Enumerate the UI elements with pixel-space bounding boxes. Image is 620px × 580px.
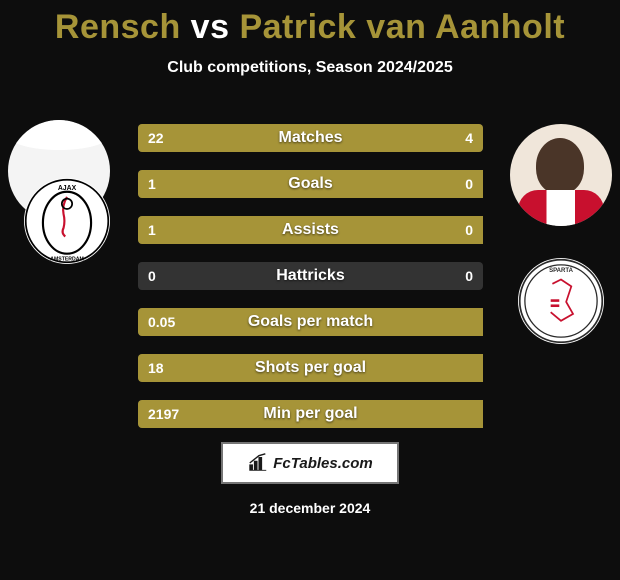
stat-label: Matches — [138, 124, 483, 152]
logo-text: FcTables.com — [273, 455, 372, 472]
comparison-title: Rensch vs Patrick van Aanholt — [0, 0, 620, 47]
stat-row: 2197Min per goal — [138, 400, 483, 428]
chart-icon — [247, 452, 269, 474]
player2-photo — [510, 124, 612, 226]
stat-row: 18Shots per goal — [138, 354, 483, 382]
stat-label: Goals — [138, 170, 483, 198]
player1-name: Rensch — [55, 8, 181, 46]
fctables-logo: FcTables.com — [221, 442, 399, 484]
stat-label: Shots per goal — [138, 354, 483, 382]
stat-label: Assists — [138, 216, 483, 244]
vs-text: vs — [181, 8, 240, 46]
player1-club-badge: AJAX AMSTERDAM — [24, 178, 110, 264]
stat-row: 224Matches — [138, 124, 483, 152]
svg-text:AJAX: AJAX — [58, 185, 77, 192]
stat-label: Min per goal — [138, 400, 483, 428]
svg-text:SPARTA: SPARTA — [549, 268, 573, 274]
stat-label: Goals per match — [138, 308, 483, 336]
stat-row: 0.05Goals per match — [138, 308, 483, 336]
stat-label: Hattricks — [138, 262, 483, 290]
player2-club-badge: SPARTA — [518, 258, 604, 344]
svg-text:AMSTERDAM: AMSTERDAM — [50, 257, 84, 263]
stat-row: 10Goals — [138, 170, 483, 198]
stat-bars: 224Matches 10Goals 10Assists 00Hattricks 0.0… — [138, 124, 483, 446]
stat-row: 00Hattricks — [138, 262, 483, 290]
subtitle: Club competitions, Season 2024/2025 — [0, 59, 620, 77]
date-text: 21 december 2024 — [0, 500, 620, 516]
player2-name: Patrick van Aanholt — [239, 8, 565, 46]
stat-row: 10Assists — [138, 216, 483, 244]
